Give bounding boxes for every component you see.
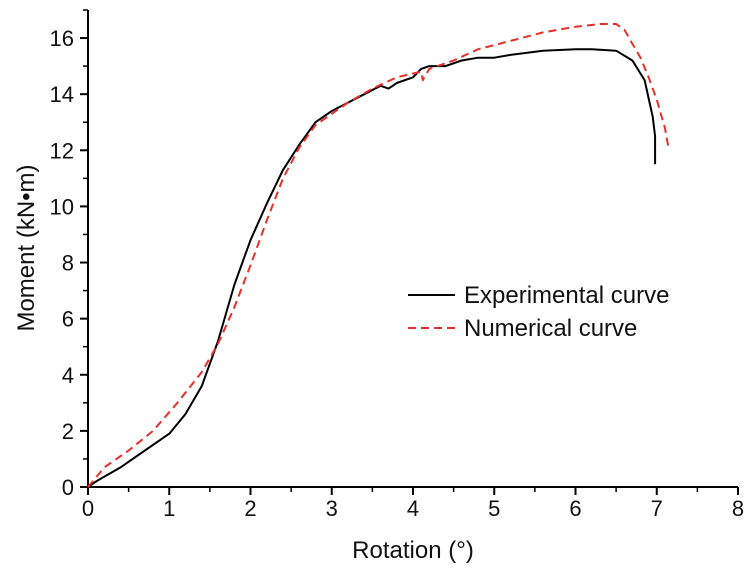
x-tick-label: 2 [244,496,256,521]
y-tick-label: 8 [62,251,74,276]
x-tick-label: 6 [569,496,581,521]
y-tick-label: 10 [50,194,74,219]
y-tick-label: 14 [50,82,74,107]
x-tick-label: 8 [732,496,744,521]
x-tick-label: 4 [407,496,419,521]
x-axis-ticks: 0 1 2 3 4 5 6 7 8 [82,487,744,521]
y-tick-label: 16 [50,26,74,51]
y-tick-label: 4 [62,363,74,388]
y-axis-ticks: 0 2 4 6 8 10 12 14 16 [50,9,88,500]
y-tick-label: 0 [62,475,74,500]
x-tick-label: 0 [82,496,94,521]
x-tick-label: 5 [488,496,500,521]
y-tick-label: 6 [62,307,74,332]
x-tick-label: 3 [326,496,338,521]
y-tick-label: 2 [62,419,74,444]
x-tick-label: 1 [163,496,175,521]
x-tick-label: 7 [651,496,663,521]
legend-label-numerical: Numerical curve [464,315,637,342]
x-axis-label: Rotation (°) [352,537,474,564]
legend: Experimental curve Numerical curve [408,282,669,342]
experimental-curve-line [87,48,657,488]
y-tick-label: 12 [50,138,74,163]
legend-label-experimental: Experimental curve [464,282,669,309]
series-layer [87,23,670,488]
numerical-curve-line [87,23,670,488]
y-axis-label: Moment (kN•m) [13,164,40,331]
